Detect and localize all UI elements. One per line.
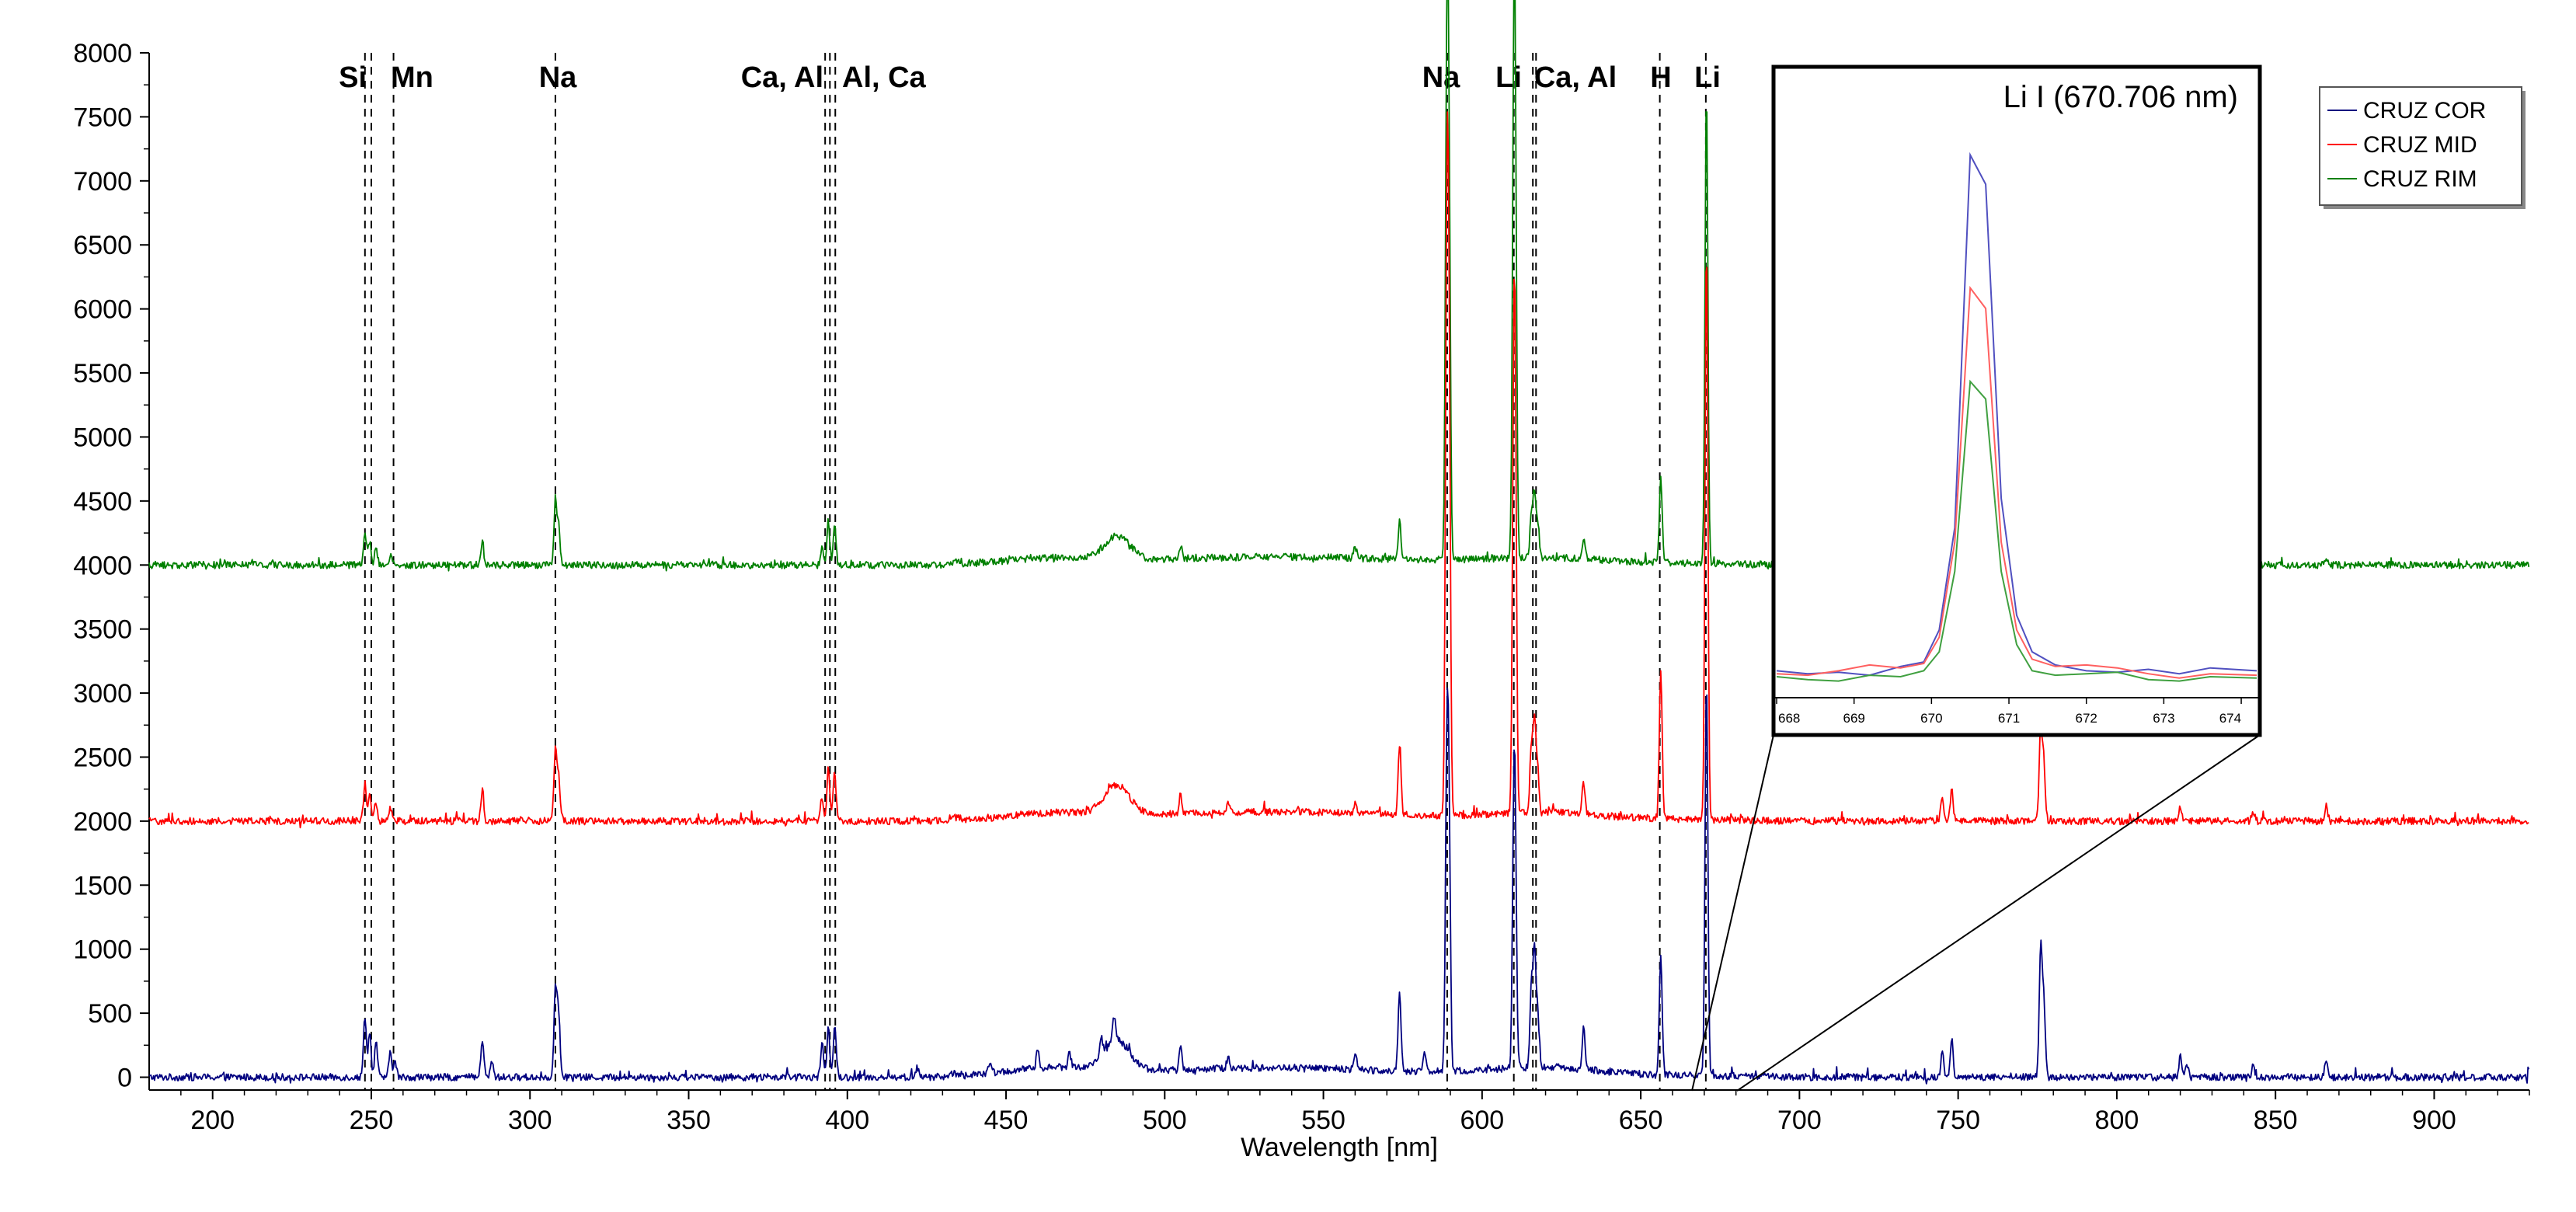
legend-label: CRUZ COR <box>2363 98 2486 124</box>
element-label: Ca, Al <box>741 61 823 94</box>
y-tick-label: 8000 <box>73 39 132 68</box>
x-tick-label: 550 <box>1301 1106 1345 1135</box>
x-tick-label: 750 <box>1936 1106 1980 1135</box>
element-label: Mn <box>391 61 433 94</box>
element-label: Na <box>1422 61 1460 94</box>
y-tick-label: 1000 <box>73 935 132 965</box>
y-tick-label: 5000 <box>73 423 132 452</box>
inset-x-tick-label: 669 <box>1843 711 1864 726</box>
y-tick-label: 4500 <box>73 487 132 517</box>
x-tick-label: 500 <box>1143 1106 1187 1135</box>
element-label: Al, Ca <box>842 61 927 94</box>
y-tick-label: 7000 <box>73 167 132 197</box>
y-tick-label: 1500 <box>73 871 132 900</box>
x-tick-label: 600 <box>1460 1106 1504 1135</box>
element-label: Li <box>1694 61 1721 94</box>
inset-x-tick-label: 671 <box>1998 711 2020 726</box>
y-tick-label: 0 <box>117 1064 132 1093</box>
main-plot-area: 0 500 1000 1500 2000 2500 3000 3500 4000 4500 5000… <box>73 0 2530 1162</box>
x-tick-label: 800 <box>2095 1106 2139 1135</box>
element-label: H <box>1650 61 1671 94</box>
inset-x-tick-label: 668 <box>1778 711 1800 726</box>
x-tick-label: 200 <box>190 1106 235 1135</box>
y-tick-label: 500 <box>88 999 132 1029</box>
legend-box <box>2319 86 2522 206</box>
element-label: Si <box>339 61 367 94</box>
spectrum-series-line <box>148 687 2530 1085</box>
x-tick-label: 700 <box>1777 1106 1822 1135</box>
x-tick-label: 250 <box>350 1106 394 1135</box>
inset-x-tick-label: 673 <box>2153 711 2174 726</box>
inset-series-line <box>1776 152 2257 677</box>
x-axis-title: Wavelength [nm] <box>1241 1133 1438 1162</box>
zoom-connector-line <box>1736 734 2261 1092</box>
inset-x-tick-label: 674 <box>2219 711 2241 726</box>
element-label: Na <box>539 61 577 94</box>
element-label: Ca, Al <box>1534 61 1617 94</box>
inset-series-line <box>1776 379 2257 682</box>
x-tick-label: 450 <box>984 1106 1029 1135</box>
legend-label: CRUZ RIM <box>2363 166 2477 192</box>
inset-zoom-connectors <box>1691 734 2261 1092</box>
legend-label: CRUZ MID <box>2363 132 2477 158</box>
zoom-connector-line <box>1691 734 1774 1092</box>
inset-frame <box>1771 64 2262 737</box>
y-tick-label: 2500 <box>73 743 132 772</box>
y-tick-label: 5500 <box>73 359 132 388</box>
y-tick-label: 3500 <box>73 615 132 645</box>
x-tick-label: 300 <box>508 1106 552 1135</box>
element-label: Li <box>1495 61 1522 94</box>
inset-plot: 668 669 670 671 672 673 674 Li I (670.706 nm) <box>1771 64 2262 737</box>
y-tick-label: 7500 <box>73 103 132 132</box>
y-tick-label: 2000 <box>73 807 132 837</box>
legend: CRUZ COR CRUZ MID CRUZ RIM <box>2319 86 2526 209</box>
x-tick-label: 850 <box>2254 1106 2298 1135</box>
x-tick-label: 400 <box>825 1106 869 1135</box>
x-tick-label: 350 <box>667 1106 711 1135</box>
inset-x-tick-label: 670 <box>1920 711 1942 726</box>
inset-x-tick-label: 672 <box>2076 711 2097 726</box>
inset-title: Li I (670.706 nm) <box>2003 80 2238 114</box>
inset-series-line <box>1776 285 2257 679</box>
y-tick-label: 3000 <box>73 679 132 709</box>
x-tick-label: 650 <box>1619 1106 1663 1135</box>
y-tick-label: 6000 <box>73 295 132 325</box>
x-tick-label: 900 <box>2412 1106 2456 1135</box>
y-tick-label: 4000 <box>73 551 132 580</box>
y-tick-label: 6500 <box>73 231 132 260</box>
